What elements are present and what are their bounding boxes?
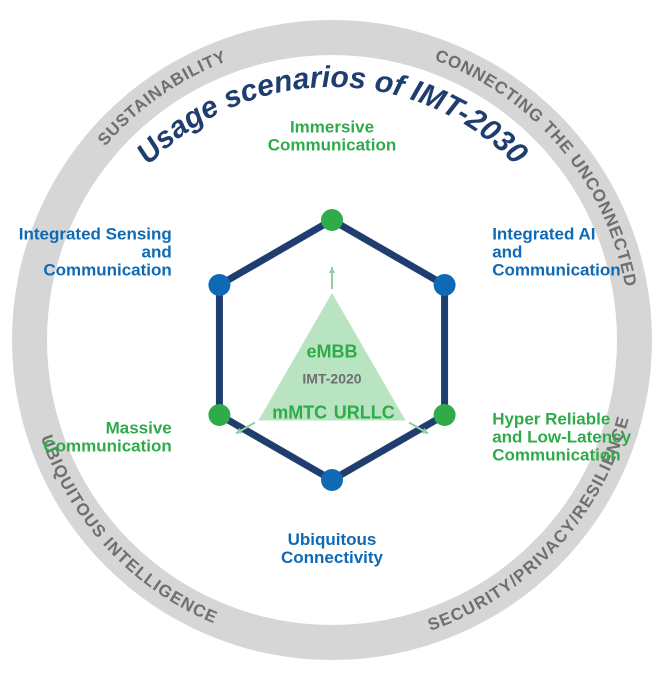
triangle-label: URLLC: [334, 402, 395, 422]
triangle-label: IMT-2020: [302, 371, 361, 387]
expansion-arrowhead: [329, 267, 335, 273]
hexagon-vertex: [434, 274, 456, 296]
hexagon-vertex: [208, 274, 230, 296]
hexagon-vertex: [321, 469, 343, 491]
hexagon-vertex: [321, 209, 343, 231]
imt-2030-diagram: SUSTAINABILITYCONNECTING THE UNCONNECTED…: [0, 0, 665, 675]
vertex-label: UbiquitousConnectivity: [281, 530, 384, 567]
vertex-label: ImmersiveCommunication: [268, 118, 396, 155]
triangle-label: mMTC: [272, 402, 327, 422]
vertex-label: MassiveCommunication: [43, 419, 171, 456]
triangle-label: eMBB: [306, 341, 357, 361]
hexagon-vertex: [208, 404, 230, 426]
ring-label: UBIQUITOUS INTELLIGENCE: [37, 432, 221, 627]
hexagon-vertex: [434, 404, 456, 426]
